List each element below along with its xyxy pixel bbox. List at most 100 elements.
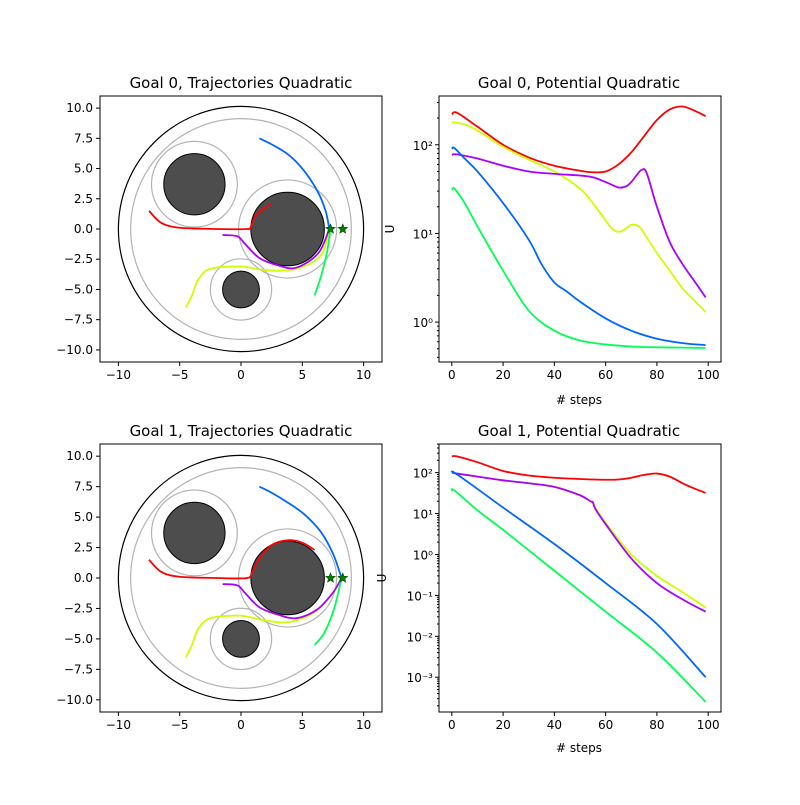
obstacle-safety-circle [150,489,238,577]
x-tick-label: −5 [171,368,189,382]
x-tick-label: 60 [598,718,613,732]
y-tick-label: 10⁻¹ [407,589,434,603]
series-line [451,186,706,349]
x-tick-label: 10 [356,368,371,382]
y-tick-label: 10¹ [413,508,433,522]
panel-title: Goal 1, Potential Quadratic [478,422,680,440]
x-tick-label: 40 [547,718,562,732]
y-tick-label: 10² [413,467,433,481]
boundary-safety-circle [130,118,352,340]
x-tick-label: 0 [237,718,245,732]
potential-panel-goal-1: Goal 1, Potential Quadratic 0 20 40 60 80 100… [375,422,722,755]
obstacle [163,501,226,565]
y-tick-label: 10⁻³ [407,671,434,685]
y-tick-label: 10.0 [66,449,93,463]
x-tick-label: 40 [547,368,562,382]
y-tick-label: 2.5 [74,192,93,206]
x-tick-label: −5 [171,718,189,732]
y-tick-label: −7.5 [64,662,93,676]
panel-title: Goal 0, Trajectories Quadratic [130,74,353,92]
workspace-boundary [117,105,365,353]
axes-frame [438,95,722,363]
x-tick-label: 80 [649,368,664,382]
series-line [451,455,706,494]
y-tick-label: 2.5 [74,541,93,555]
goal-star [324,223,337,234]
x-tick-label: 20 [495,718,510,732]
x-tick-label: 60 [598,368,613,382]
trajectory-line [258,137,331,230]
y-tick-label: −10.0 [56,343,93,357]
x-tick-label: 10 [356,718,371,732]
obstacle [250,191,325,267]
obstacle [163,153,226,216]
obstacle [222,270,260,309]
x-axis-label: # steps [556,741,602,755]
x-tick-label: 0 [237,368,245,382]
series-line [450,470,707,678]
x-tick-label: 0 [448,718,456,732]
y-tick-label: 7.5 [74,480,93,494]
axes-frame [99,443,383,713]
y-tick-label: −10.0 [56,693,93,707]
trajectory-line [222,577,343,620]
series-line [451,471,707,613]
y-tick-label: 10² [413,139,433,153]
trajectory-line [222,228,331,270]
panel-title: Goal 1, Trajectories Quadratic [130,422,353,440]
series-line [451,471,707,609]
y-tick-label: −5.0 [64,282,93,296]
potential-panel-goal-0: Goal 0, Potential Quadratic 0 20 40 60 80 100… [383,74,722,407]
x-tick-label: −10 [106,368,131,382]
series-line [451,105,707,174]
trajectory-panel-goal-0: Goal 0, Trajectories Quadratic −10 −5 0 5 10… [56,74,383,382]
trajectory-line [313,228,332,296]
obstacle-safety-circle [150,140,238,228]
y-tick-label: 7.5 [74,131,93,145]
panel-title: Goal 0, Potential Quadratic [478,74,680,92]
x-tick-label: 5 [298,368,306,382]
series-line [451,121,707,313]
axes-frame [99,95,383,363]
y-axis-label: U [375,574,389,583]
x-axis-label: # steps [556,393,602,407]
y-tick-label: 10⁰ [413,316,433,330]
trajectory-line [258,485,343,579]
axes-frame [438,443,722,713]
x-tick-label: 5 [298,718,306,732]
goal-star [324,572,337,583]
y-tick-label: 10⁻² [407,630,434,644]
trajectory-line [313,577,343,646]
goal-star [337,572,349,583]
y-tick-label: −5.0 [64,632,93,646]
boundary-safety-circle [130,467,352,689]
x-tick-label: 0 [448,368,456,382]
x-tick-label: 100 [697,718,720,732]
trajectory-line [185,228,331,308]
y-tick-label: 0.0 [74,222,93,236]
x-tick-label: 80 [649,718,664,732]
trajectory-line [148,539,316,580]
x-tick-label: −10 [106,718,131,732]
x-tick-label: 100 [697,368,720,382]
y-tick-label: −2.5 [64,252,93,266]
y-tick-label: 5.0 [74,162,93,176]
obstacle [222,620,260,658]
obstacle [250,540,325,616]
y-tick-label: −7.5 [64,313,93,327]
trajectory-line [148,202,271,231]
y-tick-label: 10¹ [413,227,433,241]
y-tick-label: 10.0 [66,101,93,115]
y-tick-label: 10⁰ [413,548,433,562]
trajectory-panel-goal-1: Goal 1, Trajectories Quadratic −10 −5 0 5 10… [56,422,383,732]
y-tick-label: −2.5 [64,601,93,615]
goal-star [337,223,349,234]
x-tick-label: 20 [495,368,510,382]
y-tick-label: 5.0 [74,510,93,524]
obstacle-safety-circle [209,258,273,321]
workspace-boundary [117,454,365,702]
series-line [450,488,707,703]
obstacle-safety-circle [209,607,273,671]
y-axis-label: U [383,225,397,234]
